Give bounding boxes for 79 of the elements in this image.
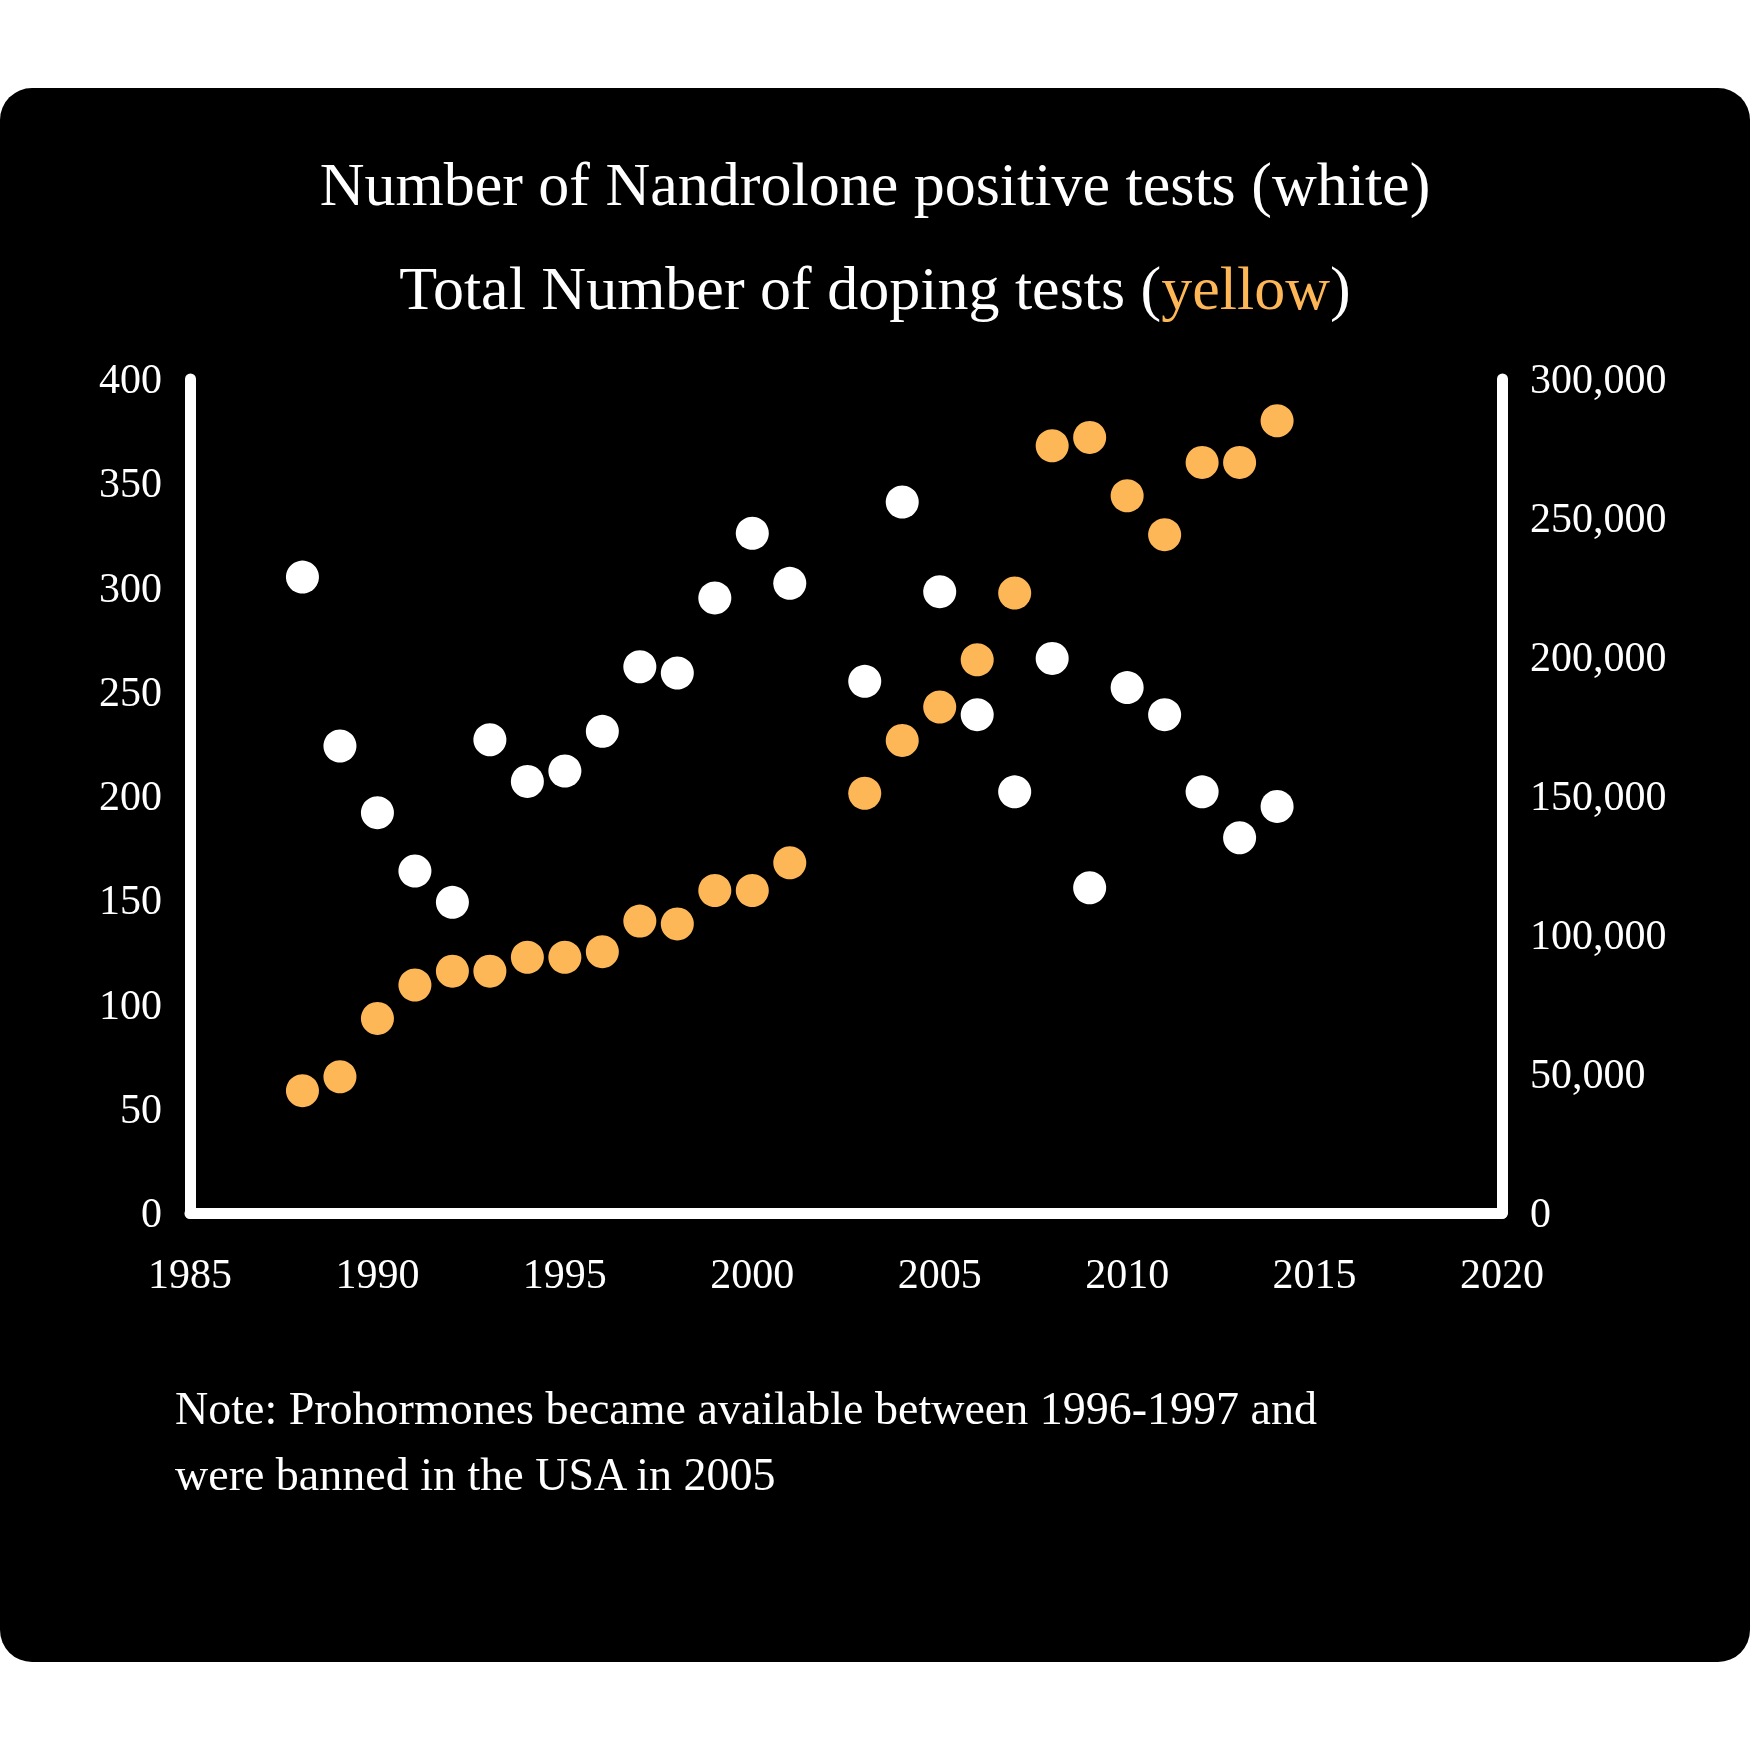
x-tick-label: 1995	[522, 1251, 607, 1297]
point	[1035, 429, 1069, 463]
point	[1110, 479, 1144, 513]
point	[885, 485, 919, 519]
point	[1148, 698, 1182, 732]
point	[660, 907, 694, 941]
y-tick-label: 0	[141, 1190, 162, 1236]
x-tick-label: 2015	[1272, 1251, 1357, 1297]
y2-tick-label: 100,000	[1530, 912, 1667, 958]
point	[1185, 775, 1219, 809]
point	[923, 575, 957, 609]
point	[773, 846, 807, 880]
point	[323, 729, 357, 763]
point	[510, 940, 544, 974]
text: Note: Prohormones became available between 1996-1997 and were banned in the USA in 2005	[175, 1382, 1329, 1500]
y-tick-label: 350	[99, 460, 162, 507]
point	[1260, 404, 1294, 438]
point	[848, 776, 882, 810]
y-tick-label: 250	[99, 668, 162, 715]
y-tick-label: 300	[99, 564, 162, 611]
y2-tick-label: 250,000	[1530, 495, 1667, 541]
point	[360, 1001, 394, 1035]
point	[1223, 821, 1257, 855]
x-tick-label: 2020	[1460, 1251, 1544, 1297]
chart-subtitle: Total Number of doping tests (yellow)	[399, 254, 1351, 323]
point	[473, 723, 507, 757]
point	[398, 854, 432, 888]
point	[773, 566, 807, 600]
point	[285, 1074, 319, 1108]
point	[735, 516, 769, 550]
point	[1110, 671, 1144, 705]
x-tick-label: 2000	[710, 1251, 795, 1297]
y2-tick-label: 0	[1530, 1190, 1551, 1236]
y2-tick-label: 200,000	[1530, 634, 1667, 680]
point	[848, 664, 882, 698]
y-tick-label: 150	[99, 877, 162, 924]
point	[660, 656, 694, 690]
point	[1260, 789, 1294, 823]
y2-tick-label: 150,000	[1530, 773, 1667, 819]
point	[998, 775, 1032, 809]
chart-title: Number of Nandrolone positive tests (white)	[319, 150, 1431, 219]
point	[435, 954, 469, 988]
point	[1185, 445, 1219, 479]
point	[1035, 641, 1069, 675]
y-tick-label: 200	[99, 773, 162, 819]
point	[623, 650, 657, 684]
point	[923, 690, 957, 724]
point	[623, 904, 657, 938]
point	[435, 885, 469, 919]
x-tick-label: 1985	[148, 1251, 232, 1297]
point	[585, 935, 619, 969]
y-tick-label: 100	[99, 981, 162, 1028]
point	[698, 581, 732, 615]
point	[960, 643, 994, 677]
point	[323, 1060, 357, 1094]
point	[398, 968, 432, 1002]
point	[1148, 518, 1182, 552]
point	[1073, 420, 1107, 454]
x-tick-label: 2005	[897, 1251, 982, 1297]
point	[698, 874, 732, 908]
point	[960, 698, 994, 732]
x-tick-label: 1990	[335, 1251, 420, 1297]
point	[735, 874, 769, 908]
point	[473, 954, 507, 988]
y2-tick-label: 50,000	[1530, 1051, 1646, 1097]
point	[285, 560, 319, 594]
y-tick-label: 400	[99, 356, 162, 402]
point	[885, 723, 919, 757]
y2-tick-label: 300,000	[1530, 356, 1667, 402]
point	[548, 754, 582, 788]
point	[1073, 871, 1107, 905]
point	[360, 796, 394, 830]
point	[548, 940, 582, 974]
point	[585, 714, 619, 748]
x-tick-label: 2010	[1085, 1251, 1170, 1297]
point	[1223, 445, 1257, 479]
point	[510, 764, 544, 798]
point	[998, 576, 1032, 610]
y-tick-label: 50	[120, 1085, 162, 1132]
